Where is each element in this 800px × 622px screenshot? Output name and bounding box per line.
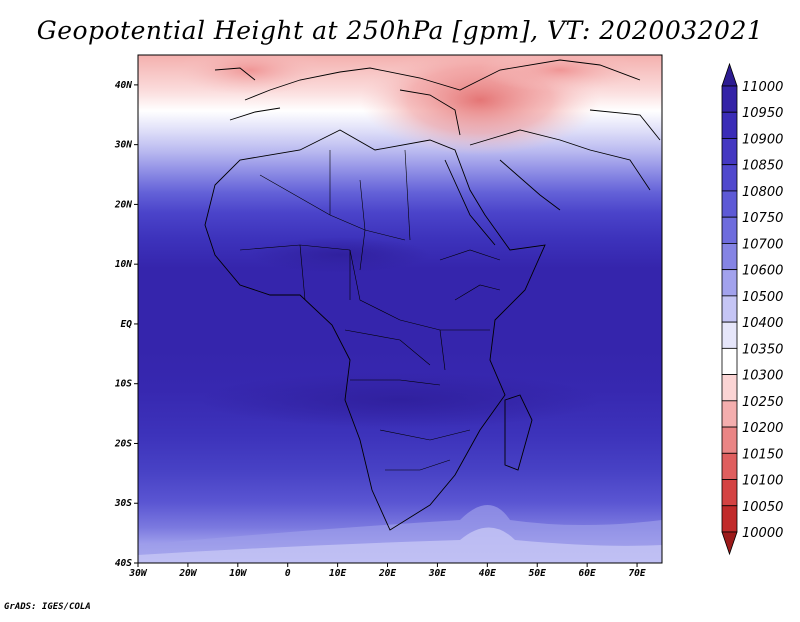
- colorbar-label: 10400: [742, 316, 783, 331]
- country-borders: [239, 149, 501, 471]
- lat-label: EQ: [121, 319, 133, 330]
- lon-label: 60E: [579, 568, 596, 579]
- latitude-axis: 40N 30N 20N 10N EQ 10S 20S 30S 40S: [114, 80, 138, 569]
- lat-label: 10S: [115, 379, 132, 390]
- colorbar-swatch: [721, 164, 738, 192]
- colorbar-swatch: [721, 426, 738, 454]
- lon-label: 0: [285, 568, 291, 579]
- lat-label: 30S: [114, 498, 132, 509]
- coastlines: [204, 59, 661, 531]
- chart-title: Geopotential Height at 250hPa [gpm], VT:…: [36, 16, 764, 45]
- colorbar-swatch: [721, 374, 738, 402]
- map-frame: [137, 54, 663, 564]
- lat-label: 40S: [115, 558, 132, 569]
- lon-label: 50E: [529, 568, 546, 579]
- colorbar-label: 10100: [742, 474, 783, 489]
- lat-label: 20N: [114, 199, 132, 210]
- colorbar-swatch: [721, 138, 738, 166]
- lon-label: 20E: [378, 568, 396, 579]
- colorbar-label: 10600: [742, 264, 783, 279]
- colorbar-label: 11000: [742, 80, 783, 95]
- lat-label: 40N: [115, 80, 132, 91]
- colorbar-label: 10000: [742, 526, 783, 541]
- colorbar-swatch: [721, 452, 738, 480]
- colorbar-label: 10250: [742, 395, 783, 410]
- lat-label: 20S: [114, 438, 132, 449]
- colorbar-label: 10850: [742, 159, 783, 174]
- lat-label: 30N: [114, 140, 132, 151]
- colorbar-swatch: [721, 243, 738, 271]
- colorbar-swatch: [721, 111, 738, 139]
- lat-label: 10N: [115, 259, 132, 270]
- colorbar-label: 10750: [742, 211, 783, 226]
- colorbar-swatch: [721, 400, 738, 428]
- colorbar-top-arrow: [721, 62, 738, 87]
- lon-label: 10E: [329, 568, 346, 579]
- lon-label: 30W: [128, 568, 147, 579]
- colorbar-label: 10200: [742, 421, 783, 436]
- lon-label: 40E: [479, 568, 496, 579]
- colorbar-swatch: [721, 479, 738, 507]
- longitude-axis: 30W 20W 10W 0 10E 20E 30E 40E 50E 60E 70E: [128, 563, 646, 579]
- colorbar-swatch: [721, 269, 738, 297]
- lon-label: 20W: [178, 568, 197, 579]
- colorbar-label: 10050: [742, 500, 783, 515]
- lon-label: 70E: [628, 568, 645, 579]
- colorbar-label: 10350: [742, 342, 783, 357]
- height-field: [138, 55, 662, 563]
- colorbar-swatch: [721, 505, 738, 533]
- colorbar-swatch: [721, 216, 738, 244]
- colorbar-bottom-arrow: [721, 531, 738, 556]
- colorbar-swatch: [721, 190, 738, 218]
- colorbar-label: 10700: [742, 237, 783, 252]
- colorbar-swatch: [721, 85, 738, 113]
- grads-credit: GrADS: IGES/COLA: [4, 602, 91, 612]
- colorbar-swatch: [721, 321, 738, 349]
- colorbar-label: 10900: [742, 132, 783, 147]
- colorbar-label: 10150: [742, 447, 783, 462]
- colorbar-label: 10950: [742, 106, 783, 121]
- colorbar-label: 10500: [742, 290, 783, 305]
- colorbar-label: 10300: [742, 369, 783, 384]
- colorbar-swatch: [721, 295, 738, 323]
- colorbar-label: 10800: [742, 185, 783, 200]
- colorbar: 11000 10950 10900 10850 10800 10750 10700 10600…: [721, 62, 783, 556]
- lon-label: 30E: [428, 568, 446, 579]
- lon-label: 10W: [229, 568, 247, 579]
- colorbar-swatch: [721, 347, 738, 375]
